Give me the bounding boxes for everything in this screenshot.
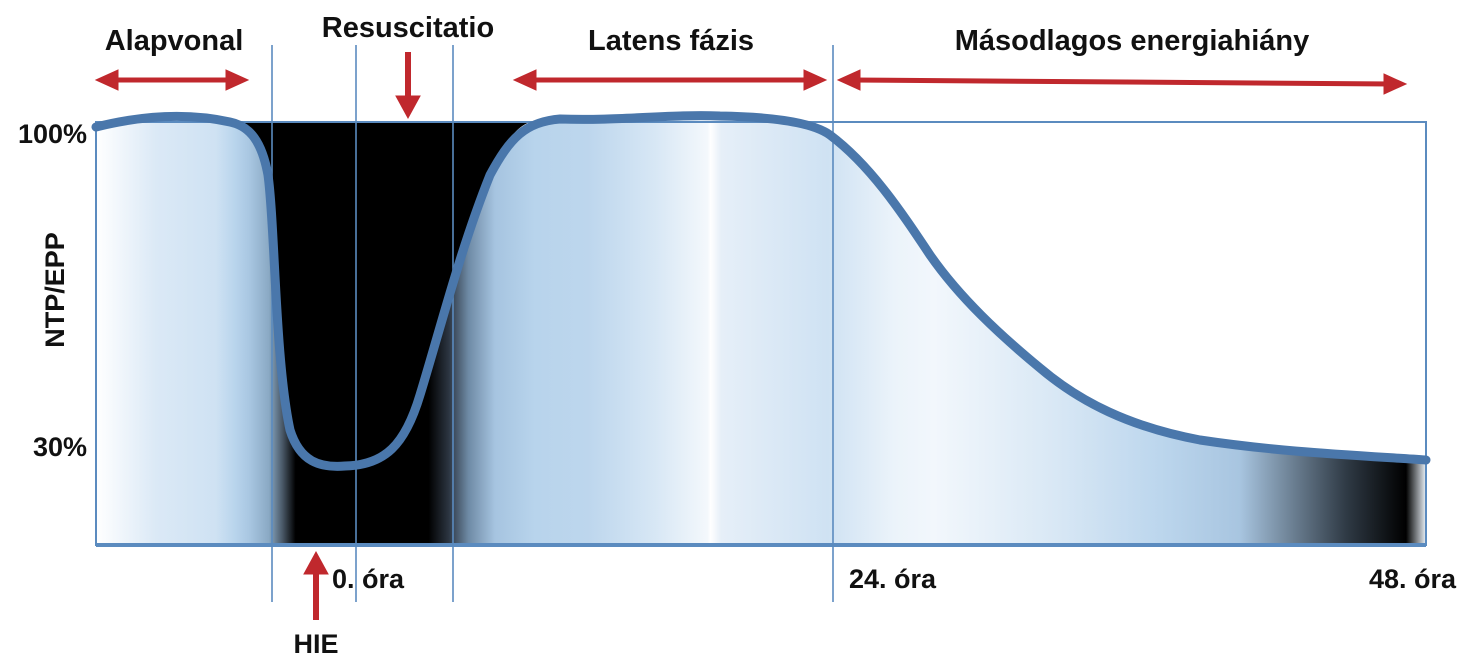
hie-arrow: [303, 550, 329, 620]
phase-label-baseline: Alapvonal: [105, 25, 244, 57]
secondary-span-arrow: [836, 69, 1408, 95]
ntp-epp-curve: [91, 111, 1431, 471]
phase-label-latent: Latens fázis: [588, 25, 754, 57]
time-label-0h: 0. óra: [332, 564, 405, 594]
y-tick-100: 100%: [18, 119, 87, 149]
energy-area-fill: [96, 115, 1426, 546]
time-label-24h: 24. óra: [849, 564, 937, 594]
y-tick-30: 30%: [33, 432, 87, 462]
y-axis-label: NTP/EPP: [40, 232, 70, 348]
time-label-48h: 48. óra: [1369, 564, 1457, 594]
phase-label-secondary: Másodlagos energiahiány: [955, 25, 1310, 57]
phase-label-resuscitation: Resuscitatio: [322, 12, 494, 44]
event-label-hie: HIE: [293, 629, 338, 659]
baseline-span-arrow: [94, 69, 250, 91]
injury-top-band: [230, 122, 530, 467]
latent-span-arrow: [512, 69, 828, 91]
resuscitation-arrow: [395, 52, 421, 120]
